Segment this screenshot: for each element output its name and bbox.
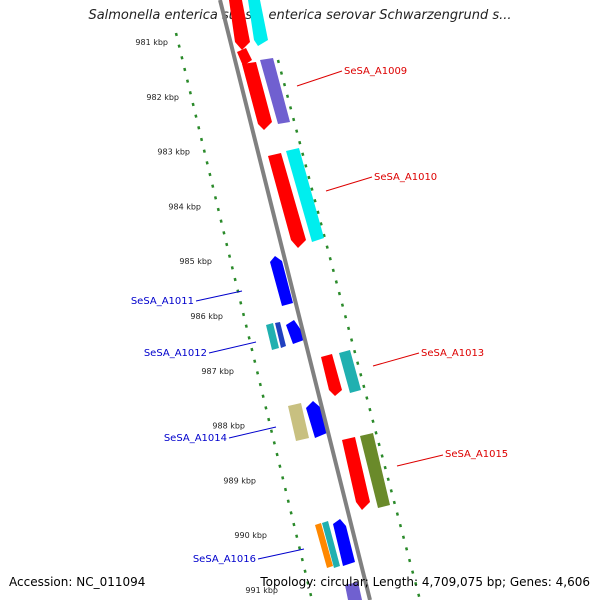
tick-label: 987 kbp: [201, 367, 234, 376]
gene-cyan-1010: [286, 148, 324, 242]
gene-purple-1009: [260, 58, 290, 124]
gene-red-1010: [268, 153, 306, 248]
gene-blue-1016: [333, 519, 355, 566]
gene-blue-1012a: [275, 322, 286, 348]
tick-label: 983 kbp: [157, 148, 190, 157]
leader-1009: [296, 70, 343, 87]
gene-blue-1011: [270, 256, 293, 306]
tick-label: 990 kbp: [234, 531, 267, 540]
tick-label: 991 kbp: [245, 586, 278, 595]
gene-cyan-top: [248, 0, 268, 46]
gene-label-1014: SeSA_A1014: [164, 433, 227, 444]
gene-label-1013: SeSA_A1013: [421, 348, 484, 359]
map-title: Salmonella enterica subsp. enterica sero…: [88, 8, 512, 23]
tick-labels: 981 kbp 982 kbp 983 kbp 984 kbp 985 kbp 986 k…: [135, 38, 278, 595]
gene-labels: SeSA_A1009 SeSA_A1010 SeSA_A1011 SeSA_A1…: [131, 66, 508, 565]
genome-summary: Topology: circular; Length: 4,709,075 bp…: [260, 575, 590, 589]
gene-teal-1016: [322, 521, 340, 568]
gene-label-1011: SeSA_A1011: [131, 296, 194, 307]
tick-label: 989 kbp: [223, 476, 256, 485]
gene-label-1009: SeSA_A1009: [344, 66, 407, 77]
tick-label: 981 kbp: [135, 38, 168, 47]
gene-label-1012: SeSA_A1012: [144, 348, 207, 359]
gene-red-top: [229, 0, 250, 50]
leader-1014: [228, 426, 277, 439]
leader-1013: [372, 352, 420, 367]
tick-label: 988 kbp: [212, 422, 245, 431]
label-leaders: [195, 70, 444, 560]
gene-khaki-1014: [288, 403, 309, 441]
gene-red-1009: [242, 62, 272, 130]
leader-1015: [396, 454, 444, 467]
genome-backbone: [218, 0, 372, 600]
gene-label-1010: SeSA_A1010: [374, 172, 437, 183]
gene-label-1015: SeSA_A1015: [445, 449, 508, 460]
gene-orange-1016: [315, 523, 333, 568]
leader-1010: [325, 176, 373, 192]
tick-label: 982 kbp: [146, 93, 179, 102]
gene-olive-1015: [360, 433, 390, 508]
gene-red-small: [237, 48, 252, 66]
tick-label: 985 kbp: [179, 257, 212, 266]
gene-red-1015: [342, 437, 370, 510]
tick-label: 986 kbp: [190, 312, 223, 321]
gene-red-1013: [321, 354, 342, 396]
gene-label-1016: SeSA_A1016: [193, 554, 256, 565]
tick-track-outer: [174, 32, 314, 600]
leader-1016: [257, 548, 305, 560]
gene-teal-1012: [266, 323, 279, 350]
gene-purple-bottom: [345, 582, 362, 600]
tick-label: 984 kbp: [168, 202, 201, 211]
gene-blue-1012b: [286, 320, 304, 344]
gene-teal-1013: [339, 350, 361, 393]
gene-features: [229, 0, 390, 600]
gene-blue-1014: [306, 401, 327, 438]
leader-1012: [208, 341, 257, 354]
accession-label: Accession: NC_011094: [9, 575, 146, 589]
leader-1011: [195, 290, 243, 302]
